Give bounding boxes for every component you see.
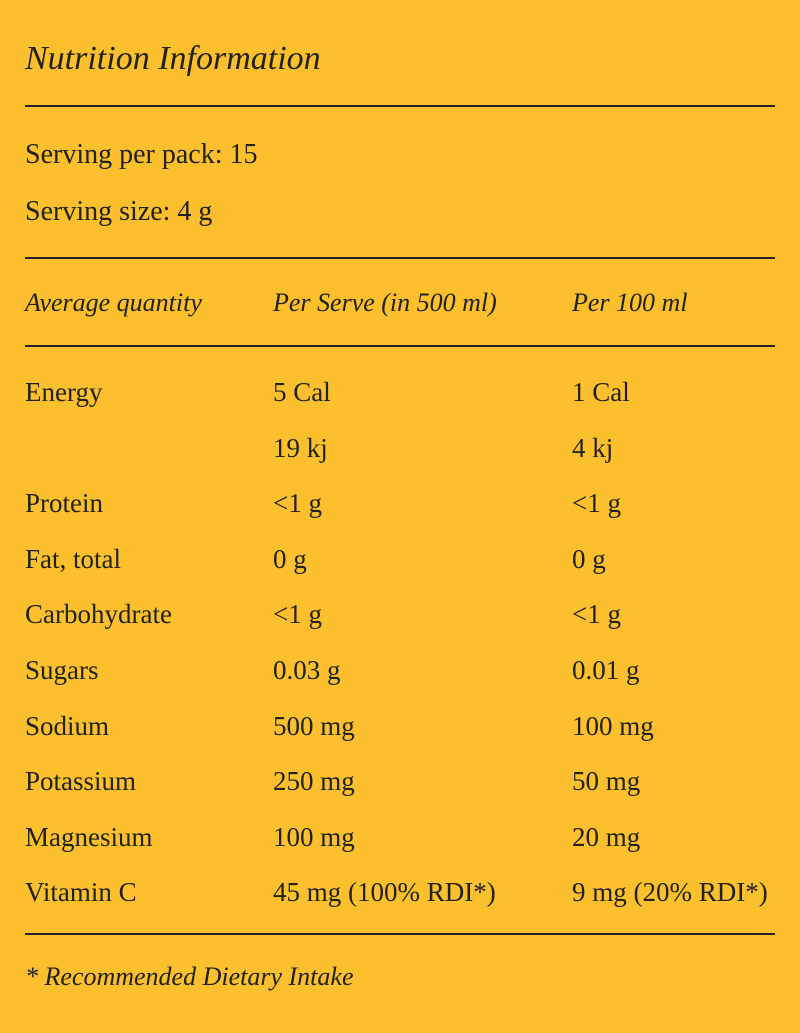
divider [25,933,775,935]
per-100ml-value: 4 kj [572,432,614,463]
header-per-serve: Per Serve (in 500 ml) [273,288,497,317]
header-per-100ml: Per 100 ml [572,288,688,317]
per-serve-value: 19 kj [273,432,328,463]
per-serve-value: <1 g [273,599,322,630]
divider [25,105,775,107]
per-serve-value: 0 g [273,543,307,574]
per-serve-value: 500 mg [273,710,355,741]
per-100ml-value: 9 mg (20% RDI*) [572,877,768,908]
per-100ml-value: 100 mg [572,710,654,741]
per-100ml-value: 0.01 g [572,655,640,685]
per-serve-value: 100 mg [273,821,355,852]
nutrient-name: Fat, total [25,543,121,574]
per-100ml-value: 0 g [572,543,606,574]
divider [25,257,775,259]
per-100ml-value: 20 mg [572,821,641,852]
serving-per-pack: Serving per pack: 15 [25,139,258,170]
footnote: * Recommended Dietary Intake [25,962,354,991]
nutrient-name: Sugars [25,655,99,685]
nutrient-name: Carbohydrate [25,599,172,630]
per-serve-value: <1 g [273,488,322,519]
nutrient-name: Magnesium [25,821,153,852]
page-title: Nutrition Information [25,40,321,77]
divider [25,345,775,347]
per-serve-value: 0.03 g [273,655,341,685]
nutrient-name: Sodium [25,710,110,741]
per-serve-value: 5 Cal [273,377,331,407]
per-100ml-value: 1 Cal [572,377,630,407]
nutrient-name: Potassium [25,766,137,797]
nutrient-name: Protein [25,488,103,519]
header-average-quantity: Average quantity [25,288,202,317]
per-100ml-value: <1 g [572,488,621,519]
nutrient-name: Energy [25,377,103,407]
per-100ml-value: 50 mg [572,766,641,797]
per-100ml-value: <1 g [572,599,621,630]
serving-size: Serving size: 4 g [25,196,213,227]
nutrient-name: Vitamin C [25,877,137,908]
per-serve-value: 45 mg (100% RDI*) [273,877,496,908]
per-serve-value: 250 mg [273,766,355,797]
